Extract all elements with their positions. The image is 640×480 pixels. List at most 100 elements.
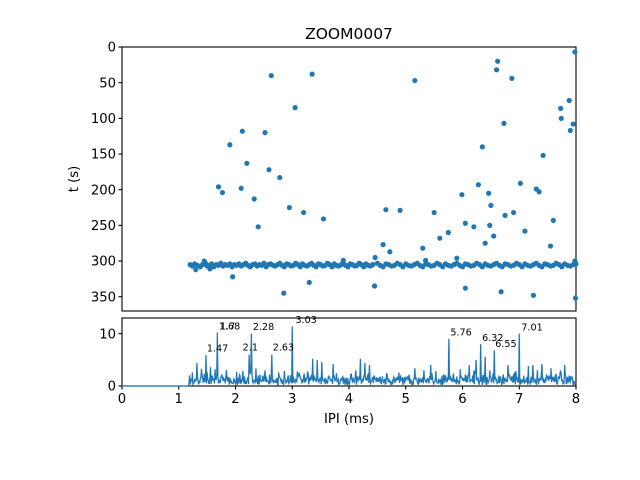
- y-tick-label: 0: [108, 41, 116, 56]
- scatter-point: [482, 240, 488, 246]
- scatter-point: [255, 224, 261, 230]
- scatter-point: [566, 97, 572, 104]
- scatter-point: [244, 160, 250, 166]
- scatter-point: [475, 182, 481, 188]
- x-tick-label: 1: [175, 392, 183, 407]
- scatter-point: [536, 189, 542, 195]
- x-tick-label: 0: [118, 392, 126, 407]
- scatter-point: [262, 130, 268, 136]
- y-tick-label: 250: [91, 219, 116, 234]
- scatter-point: [372, 254, 378, 261]
- scatter-point: [488, 202, 494, 208]
- scatter-point: [445, 229, 451, 236]
- scatter-point: [420, 245, 426, 251]
- scatter-point: [462, 220, 468, 226]
- scatter-point: [437, 235, 443, 241]
- peak-label: 6.32: [482, 333, 503, 344]
- scatter-point: [370, 262, 376, 268]
- scatter-point: [493, 67, 500, 73]
- scatter-point: [572, 49, 578, 55]
- scatter-point: [309, 71, 315, 77]
- scatter-point: [510, 209, 517, 216]
- scatter-point: [486, 190, 492, 196]
- scatter-point: [517, 180, 523, 186]
- scatter-point: [487, 222, 493, 228]
- scatter-point: [570, 121, 576, 127]
- x-axis-label: IPI (ms): [324, 412, 374, 427]
- peak-labels: 1.47 1.681.7 2.1 2.28 2.63 3.03 5.76 6.326.55 7.…: [207, 315, 543, 354]
- peak-label: 3.03: [295, 315, 316, 326]
- scatter-point: [567, 127, 573, 134]
- scatter-point: [573, 261, 579, 267]
- scatter-point: [558, 105, 564, 111]
- scatter-point: [547, 243, 554, 249]
- scatter-point: [292, 105, 298, 111]
- histogram-trace: [122, 326, 577, 387]
- scatter-point: [498, 289, 504, 295]
- scatter-point: [268, 72, 274, 79]
- y-tick-label: 150: [91, 148, 116, 163]
- scatter-point: [530, 292, 537, 298]
- scatter-point: [340, 257, 346, 263]
- scatter-panel: 0 50 100 150 200 250 300 350 t (s): [67, 41, 579, 312]
- scatter-point: [230, 274, 236, 280]
- scatter-point: [380, 242, 386, 248]
- scatter-point: [201, 258, 207, 264]
- y-axis-label: t (s): [67, 166, 82, 193]
- y-tick-label: 300: [91, 255, 116, 270]
- y-tick-label: 0: [108, 380, 116, 395]
- scatter-point: [423, 257, 429, 263]
- y-tick-label: 50: [99, 76, 116, 91]
- scatter-axes-frame: [121, 46, 577, 312]
- scatter-point: [454, 255, 460, 261]
- x-tick-label: 7: [515, 392, 523, 407]
- peak-label: 2.1: [243, 342, 258, 353]
- scatter-point: [306, 279, 312, 286]
- y-tick-label: 350: [91, 290, 116, 305]
- scatter-point: [277, 174, 283, 181]
- scatter-point: [219, 189, 226, 196]
- scatter-point: [572, 295, 579, 301]
- scatter-point: [462, 285, 468, 291]
- scatter-point: [387, 249, 393, 255]
- peak-label: 1.68: [219, 321, 240, 332]
- scatter-point: [238, 185, 244, 191]
- scatter-points: [187, 49, 579, 301]
- y-tick-label: 200: [91, 183, 116, 198]
- x-tick-label: 5: [402, 392, 410, 407]
- x-tick-label: 3: [288, 392, 296, 407]
- scatter-point: [383, 207, 389, 213]
- y-tick-label: 10: [99, 327, 116, 342]
- peak-label: 5.76: [450, 328, 471, 339]
- scatter-point: [502, 212, 508, 218]
- scatter-point: [301, 209, 307, 216]
- scatter-point: [501, 120, 507, 126]
- histogram-panel: 0 1 2 3 4 5 6 7 8 0 10 IPI (ms) 1.47 1.681.7 2.1 2.28 2.…: [99, 315, 580, 427]
- scatter-point: [281, 290, 287, 296]
- peak-label: 1.47: [207, 343, 228, 354]
- scatter-point: [479, 144, 485, 150]
- x-tick-label: 4: [345, 392, 353, 407]
- scatter-point: [251, 196, 257, 202]
- scatter-point: [540, 152, 546, 159]
- scatter-point: [215, 184, 222, 190]
- scatter-point: [459, 192, 465, 198]
- scatter-point: [431, 209, 437, 216]
- scatter-point: [320, 216, 327, 222]
- y-tick-label: 100: [91, 112, 116, 127]
- scatter-point: [412, 77, 418, 84]
- scatter-point: [491, 233, 497, 239]
- x-tick-label: 8: [572, 392, 580, 407]
- scatter-point: [266, 167, 272, 173]
- scatter-point: [509, 75, 515, 81]
- scatter-point: [227, 142, 233, 148]
- scatter-point: [495, 58, 501, 64]
- peak-label: 7.01: [521, 322, 542, 333]
- scatter-point: [193, 267, 199, 273]
- scatter-point: [239, 128, 245, 134]
- scatter-point: [522, 228, 528, 234]
- scatter-point: [550, 217, 556, 223]
